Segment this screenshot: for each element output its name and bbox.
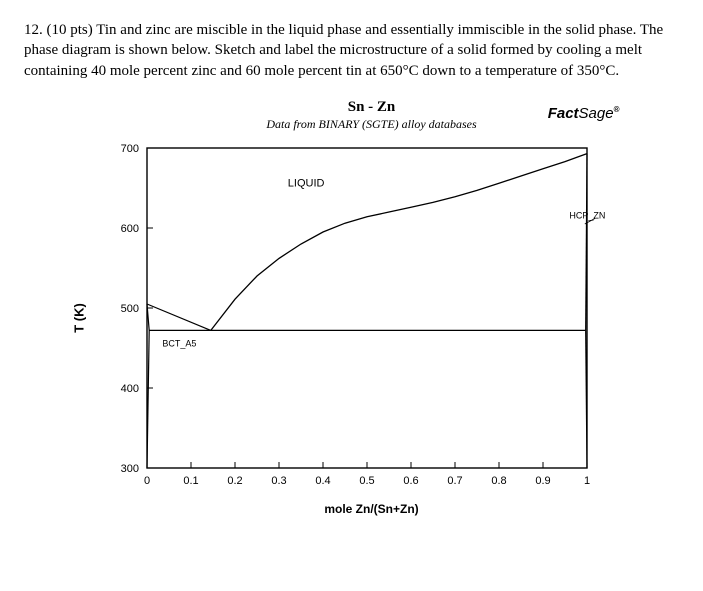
svg-text:0.7: 0.7 [447, 475, 462, 487]
factsage-logo: FactSage® [548, 105, 620, 122]
factsage-reg: ® [614, 105, 620, 114]
svg-text:HCP_ZN: HCP_ZN [569, 210, 605, 220]
svg-text:LIQUID: LIQUID [287, 177, 324, 189]
svg-text:500: 500 [120, 303, 138, 315]
chart-subtitle: Data from BINARY (SGTE) alloy databases [132, 117, 612, 132]
svg-text:0.3: 0.3 [271, 475, 286, 487]
svg-text:0.5: 0.5 [359, 475, 374, 487]
chart-title: Sn - Zn [132, 99, 612, 116]
plot-area: T (K) 30040050060070000.10.20.30.40.50.6… [92, 138, 612, 498]
svg-text:0.4: 0.4 [315, 475, 330, 487]
plot-svg: 300 400 500 600 700 0 0.1 0.2 0.3 0.4 0.5 0.6 0.7 0.8… [92, 138, 612, 498]
svg-text:0.1: 0.1 [183, 475, 198, 487]
svg-text:700: 700 [120, 143, 138, 155]
phase-diagram-chart: FactSage® Sn - Zn Data from BINARY (SGTE… [92, 99, 612, 516]
question-number: 12. [24, 22, 43, 38]
svg-text:0.6: 0.6 [403, 475, 418, 487]
svg-text:0.2: 0.2 [227, 475, 242, 487]
question-points: (10 pts) [47, 22, 93, 38]
question-text: 12. (10 pts) Tin and zinc are miscible i… [24, 20, 679, 81]
svg-text:300: 300 [120, 463, 138, 475]
svg-text:0: 0 [143, 475, 149, 487]
svg-text:0.8: 0.8 [491, 475, 506, 487]
question-body: Tin and zinc are miscible in the liquid … [24, 22, 663, 79]
factsage-fact: Fact [548, 105, 579, 122]
svg-text:400: 400 [120, 383, 138, 395]
svg-text:1: 1 [583, 475, 589, 487]
svg-text:BCT_A5: BCT_A5 [162, 338, 196, 348]
y-axis-label: T (K) [71, 303, 86, 333]
svg-text:600: 600 [120, 223, 138, 235]
x-axis-label: mole Zn/(Sn+Zn) [132, 502, 612, 516]
svg-text:0.9: 0.9 [535, 475, 550, 487]
factsage-sage: Sage [579, 105, 614, 122]
